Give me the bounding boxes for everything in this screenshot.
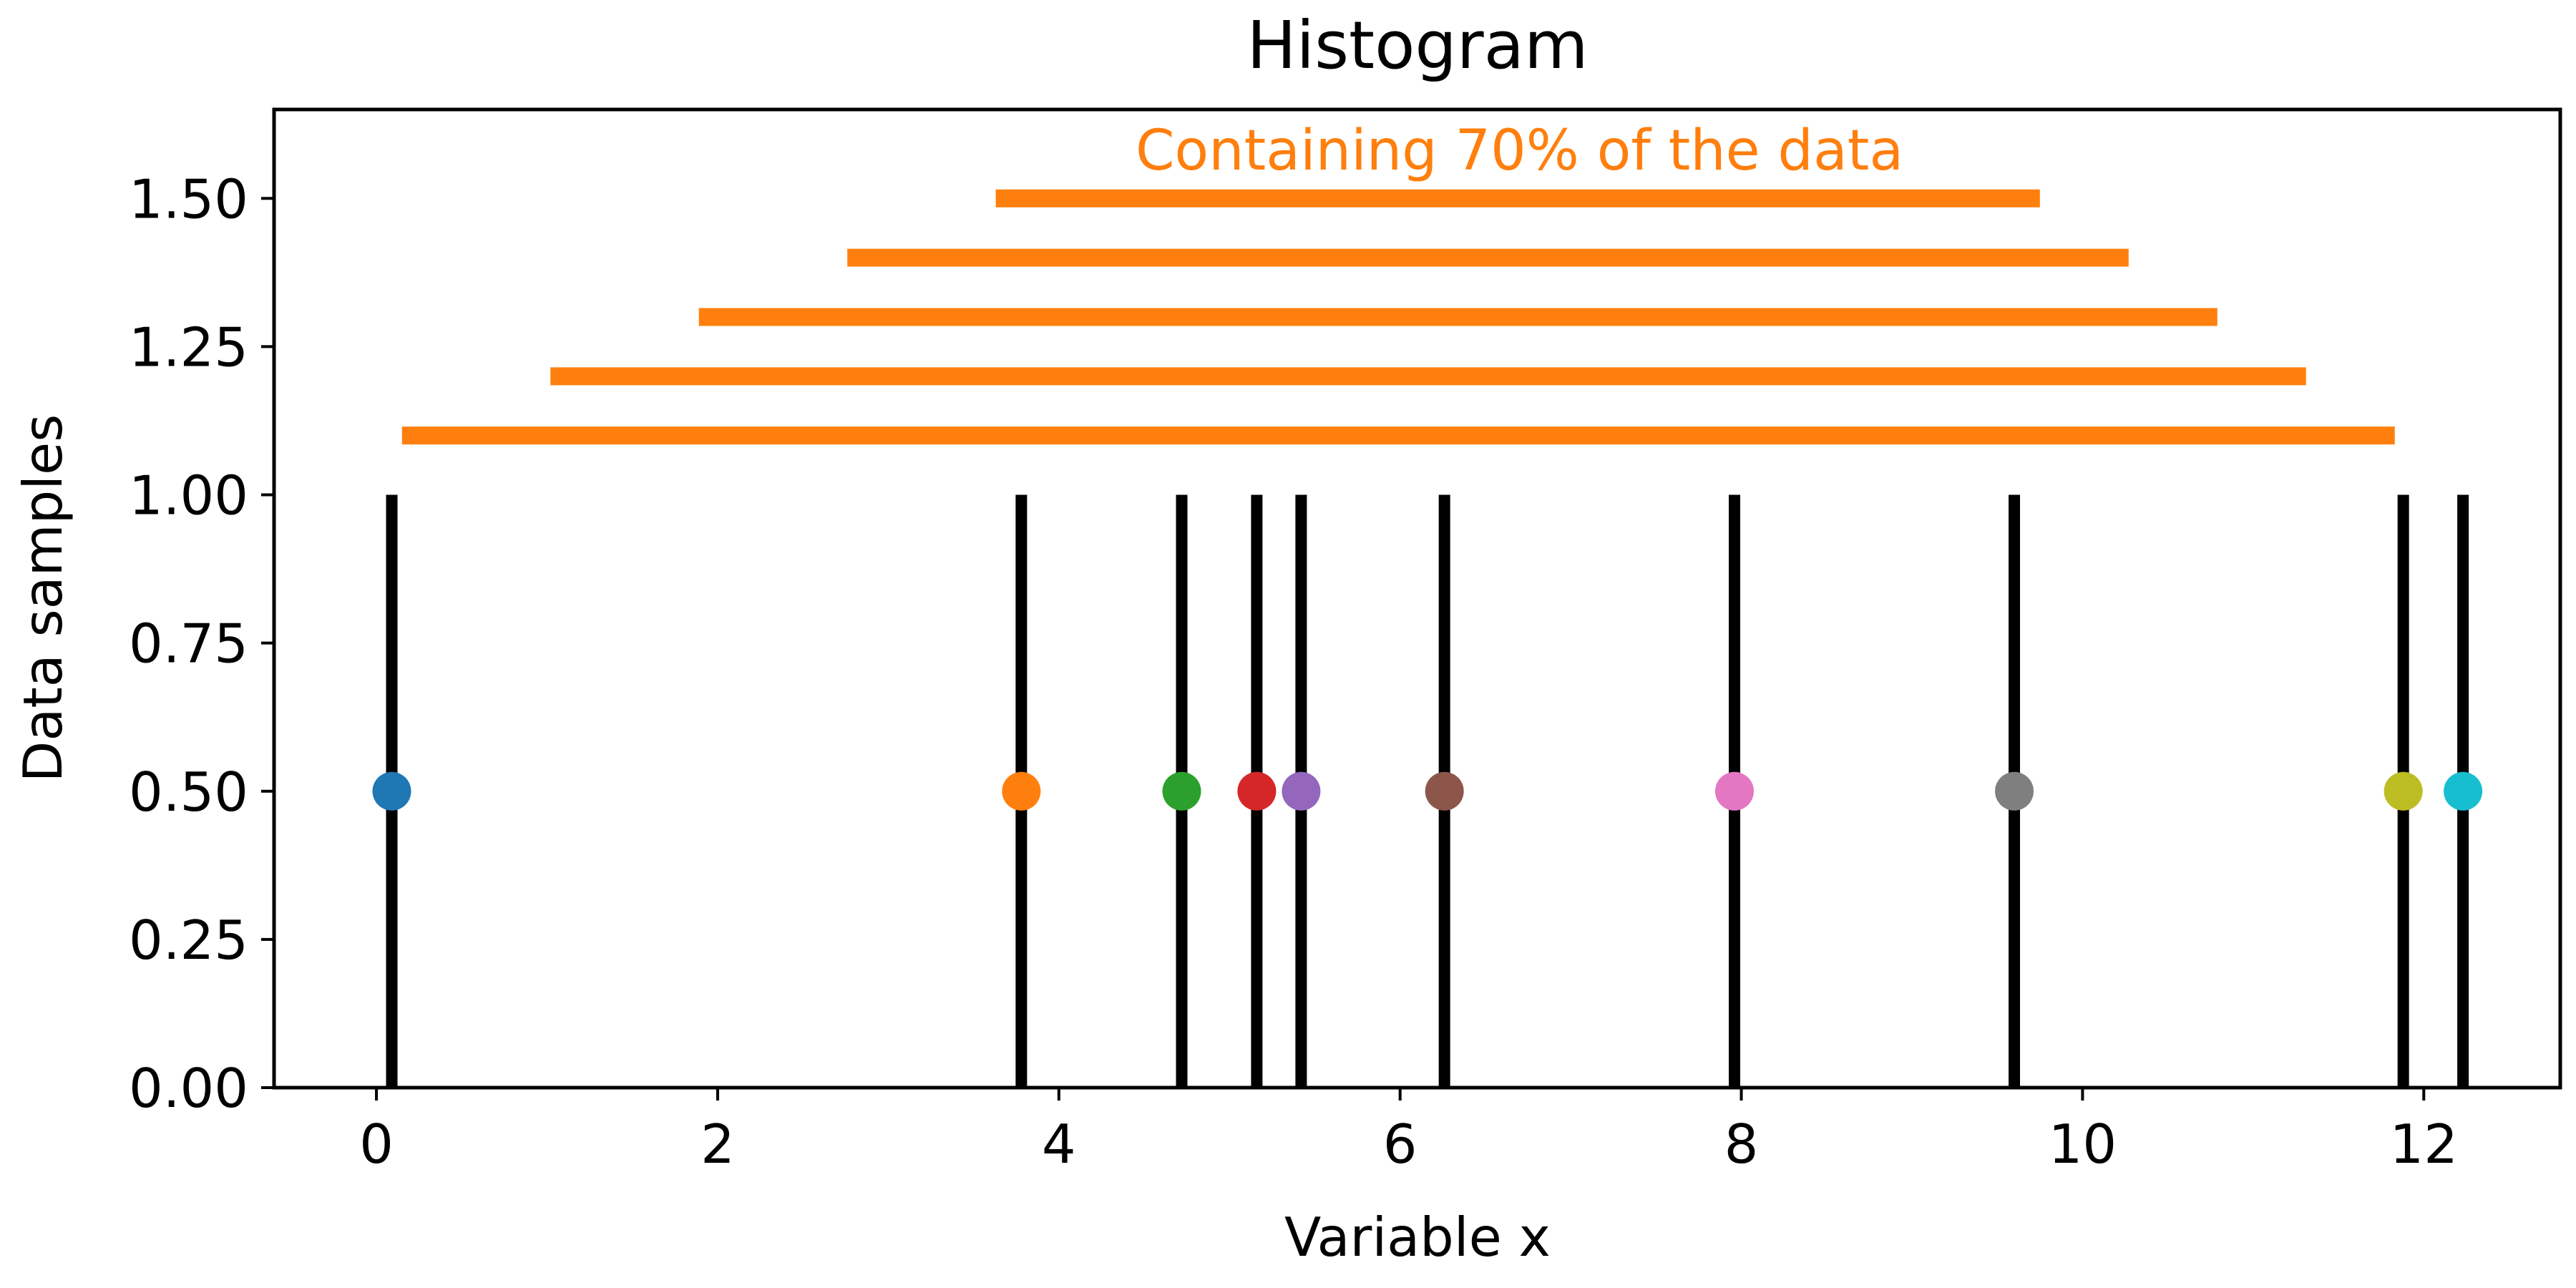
sample-point-1	[372, 771, 411, 811]
plot-frame	[272, 107, 2562, 1090]
sample-point-6	[1425, 771, 1464, 811]
x-tick-label: 10	[2049, 1113, 2117, 1176]
interval-annotation: Containing 70% of the data	[1136, 119, 1903, 183]
x-tick-label: 8	[1724, 1113, 1759, 1176]
y-tick-label: 0.75	[129, 613, 248, 675]
y-tick-label: 0.25	[129, 909, 248, 972]
y-tick-label: 0.50	[129, 761, 248, 824]
x-tick-label: 6	[1383, 1113, 1418, 1176]
sample-point-8	[1995, 771, 2034, 811]
sample-point-5	[1282, 771, 1321, 811]
x-tick-label: 12	[2390, 1113, 2458, 1176]
sample-point-2	[1002, 771, 1041, 811]
y-axis-label: Data samples	[11, 414, 74, 783]
x-tick-label: 0	[359, 1113, 394, 1176]
sample-point-4	[1237, 771, 1277, 811]
x-tick-label: 2	[701, 1113, 735, 1176]
x-axis-label: Variable x	[1284, 1206, 1551, 1269]
plot-marks	[372, 189, 2483, 1088]
x-tick-label: 4	[1042, 1113, 1076, 1176]
sample-point-3	[1162, 771, 1201, 811]
sample-point-10	[2444, 771, 2483, 811]
chart-title: Histogram	[1246, 7, 1588, 84]
y-axis-ticks: 0.00 0.25 0.50 0.75 1.00 1.25 1.50	[129, 167, 274, 1120]
x-axis-ticks: 0 2 4 6 8 10 12	[359, 1088, 2458, 1176]
sample-point-9	[2384, 771, 2423, 811]
y-tick-label: 1.25	[129, 316, 248, 379]
y-tick-label: 1.50	[129, 167, 248, 230]
y-tick-label: 1.00	[129, 464, 248, 527]
sample-point-7	[1714, 771, 1754, 811]
y-tick-label: 0.00	[129, 1057, 248, 1120]
